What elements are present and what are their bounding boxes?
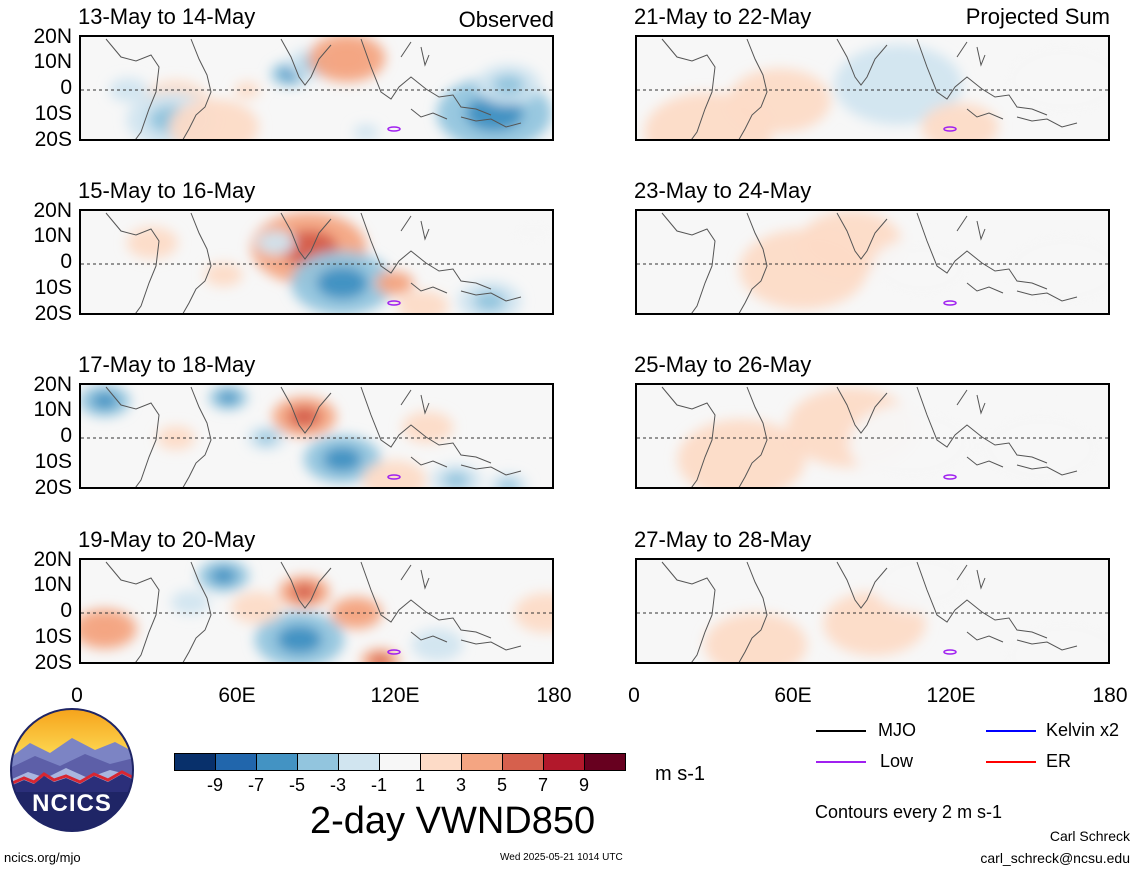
legend-line-low (816, 761, 866, 763)
lat-label: 10N (33, 398, 72, 421)
legend-label-er: ER (1046, 751, 1072, 771)
colorbar-tick-label: -3 (329, 775, 346, 795)
lat-label: 20S (34, 128, 72, 151)
ncics-logo: NCICS (10, 708, 134, 832)
panel-title: 17-May to 18-May (78, 352, 256, 377)
colorbar-swatch (174, 753, 216, 771)
panel-title: 23-May to 24-May (634, 178, 812, 203)
colorbar-swatch (502, 753, 544, 771)
lon-label: 60E (774, 684, 812, 707)
logo-graphic (10, 708, 134, 832)
contour-note: Contours every 2 m s-1 (815, 802, 1003, 822)
panel-title: 15-May to 16-May (78, 178, 256, 203)
lat-label: 0 (60, 76, 72, 99)
footer-author: Carl Schreck (1049, 828, 1130, 844)
colorbar-swatch (584, 753, 626, 771)
lat-label: 10N (33, 50, 72, 73)
legend-label-mjo: MJO (878, 720, 916, 740)
footer-email: carl_schreck@ncsu.edu (980, 850, 1130, 866)
colorbar-tick-label: -9 (206, 775, 223, 795)
colorbar-swatch (379, 753, 421, 771)
lat-label: 20N (33, 199, 72, 222)
colorbar-swatch (420, 753, 462, 771)
lon-label: 120E (370, 684, 420, 707)
colorbar-tick-label: -1 (370, 775, 387, 795)
colorbar-swatch (215, 753, 257, 771)
lat-label: 10S (34, 276, 72, 299)
lat-label: 10S (34, 102, 72, 125)
legend-line-er (986, 761, 1036, 763)
colorbar-swatch (461, 753, 503, 771)
colorbar-tick-label: 7 (537, 775, 548, 795)
projected-map-1 (635, 35, 1110, 141)
panel-tag: Observed (458, 7, 554, 32)
lat-label: 10N (33, 573, 72, 596)
colorbar-tick-label: 5 (496, 775, 507, 795)
lon-label: 180 (1092, 684, 1128, 707)
lat-label: 20S (34, 651, 72, 674)
lat-label: 10N (33, 224, 72, 247)
colorbar-tick-label: 3 (455, 775, 466, 795)
colorbar-tick-label: 1 (414, 775, 425, 795)
projected-map-3 (635, 383, 1110, 489)
observed-map-3 (79, 383, 554, 489)
main-title: 2-day VWND850 (310, 800, 596, 842)
observed-map-1 (79, 35, 554, 141)
lat-label: 0 (60, 250, 72, 273)
colorbar-units: m s-1 (655, 763, 705, 785)
colorbar-tick-label: -7 (247, 775, 264, 795)
lon-label: 60E (218, 684, 256, 707)
lat-label: 10S (34, 625, 72, 648)
colorbar-swatch (543, 753, 585, 771)
panel-title: 19-May to 20-May (78, 527, 256, 552)
projected-map-2 (635, 209, 1110, 315)
legend-label-low: Low (880, 751, 914, 771)
colorbar-swatch (256, 753, 298, 771)
lat-label: 20S (34, 302, 72, 325)
legend-line-kelvin (986, 730, 1036, 732)
logo-text: NCICS (32, 790, 112, 817)
footer-timestamp: Wed 2025-05-21 1014 UTC (500, 852, 623, 863)
colorbar-swatch (297, 753, 339, 771)
observed-map-2 (79, 209, 554, 315)
panel-title: 13-May to 14-May (78, 4, 256, 29)
lat-label: 0 (60, 424, 72, 447)
lon-label: 0 (71, 684, 83, 707)
colorbar-tick-label: 9 (578, 775, 589, 795)
lon-label: 0 (628, 684, 640, 707)
colorbar-swatch (338, 753, 380, 771)
lon-label: 180 (536, 684, 572, 707)
colorbar-tick-label: -5 (288, 775, 305, 795)
legend-label-kelvin: Kelvin x2 (1046, 720, 1120, 740)
panel-title: 25-May to 26-May (634, 352, 812, 377)
panel-title: 21-May to 22-May (634, 4, 812, 29)
legend-line-mjo (816, 730, 866, 732)
lat-label: 0 (60, 599, 72, 622)
lat-label: 20S (34, 476, 72, 499)
lat-label: 20N (33, 548, 72, 571)
lat-label: 10S (34, 450, 72, 473)
lon-label: 120E (926, 684, 976, 707)
lat-label: 20N (33, 25, 72, 48)
panel-tag: Projected Sum (965, 4, 1110, 29)
footer-url: ncics.org/mjo (4, 850, 81, 865)
panel-title: 27-May to 28-May (634, 527, 812, 552)
projected-map-4 (635, 558, 1110, 664)
lat-label: 20N (33, 373, 72, 396)
observed-map-4 (79, 558, 554, 664)
